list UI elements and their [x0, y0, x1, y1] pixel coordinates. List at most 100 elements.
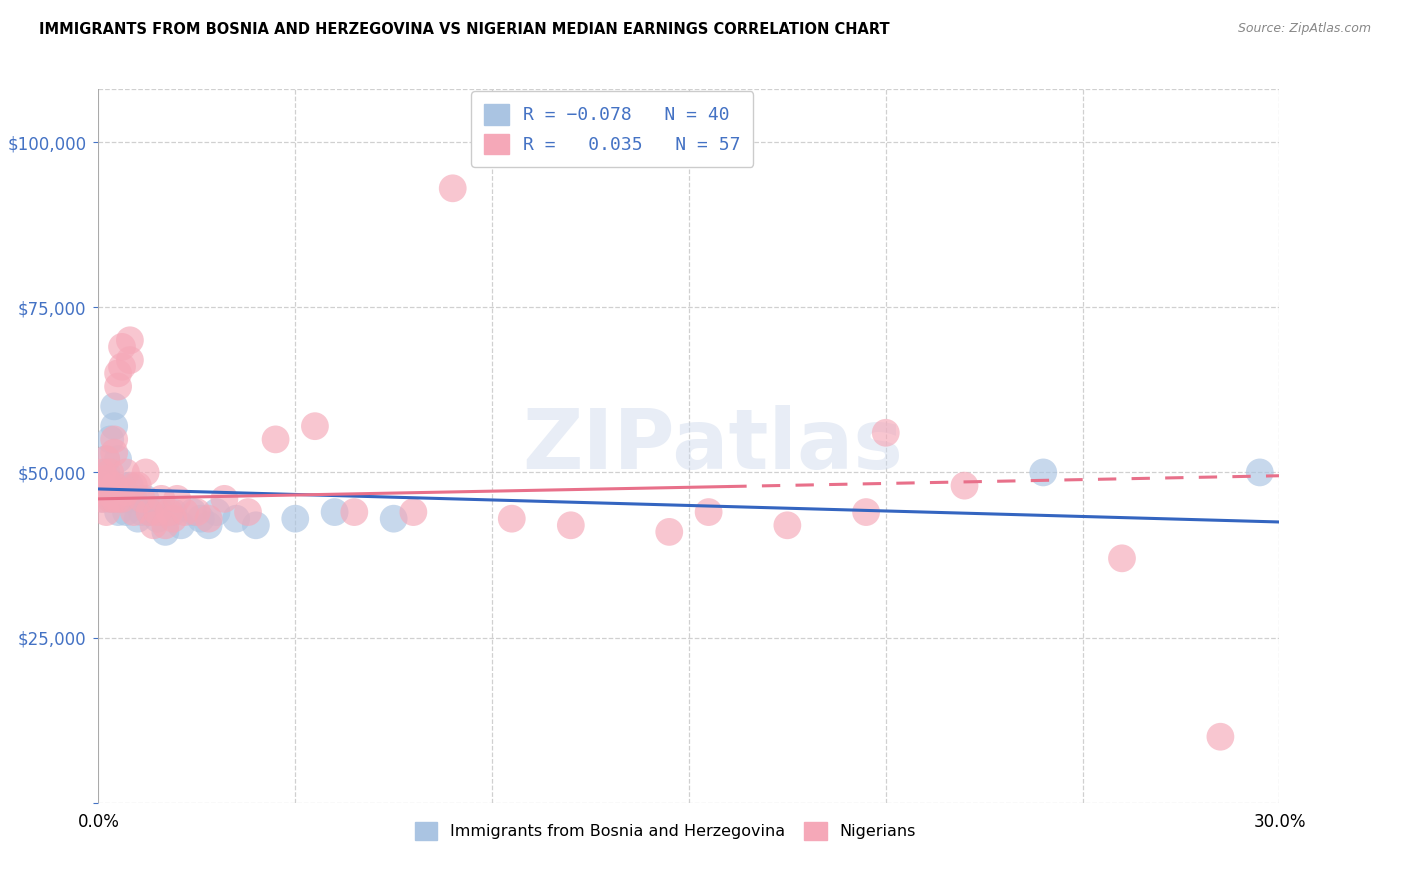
- Point: [127, 478, 149, 492]
- Point: [138, 505, 160, 519]
- Point: [91, 491, 114, 506]
- Text: IMMIGRANTS FROM BOSNIA AND HERZEGOVINA VS NIGERIAN MEDIAN EARNINGS CORRELATION C: IMMIGRANTS FROM BOSNIA AND HERZEGOVINA V…: [39, 22, 890, 37]
- Point: [91, 491, 114, 506]
- Point: [953, 478, 976, 492]
- Point: [155, 524, 177, 539]
- Point: [697, 505, 720, 519]
- Point: [174, 505, 197, 519]
- Point: [91, 466, 114, 480]
- Point: [190, 511, 212, 525]
- Point: [304, 419, 326, 434]
- Point: [96, 505, 118, 519]
- Point: [855, 505, 877, 519]
- Point: [103, 419, 125, 434]
- Point: [186, 505, 208, 519]
- Point: [343, 505, 366, 519]
- Point: [91, 478, 114, 492]
- Point: [1209, 730, 1232, 744]
- Point: [115, 491, 138, 506]
- Point: [118, 333, 141, 347]
- Point: [170, 518, 193, 533]
- Point: [96, 472, 118, 486]
- Point: [166, 491, 188, 506]
- Text: Source: ZipAtlas.com: Source: ZipAtlas.com: [1237, 22, 1371, 36]
- Point: [264, 433, 287, 447]
- Point: [98, 491, 121, 506]
- Point: [135, 491, 157, 506]
- Point: [107, 452, 129, 467]
- Point: [402, 505, 425, 519]
- Point: [138, 505, 160, 519]
- Point: [98, 491, 121, 506]
- Point: [98, 485, 121, 500]
- Point: [122, 478, 145, 492]
- Point: [98, 478, 121, 492]
- Point: [107, 505, 129, 519]
- Point: [1111, 551, 1133, 566]
- Point: [162, 511, 184, 525]
- Point: [150, 491, 173, 506]
- Legend: Immigrants from Bosnia and Herzegovina, Nigerians: Immigrants from Bosnia and Herzegovina, …: [406, 814, 924, 848]
- Point: [115, 505, 138, 519]
- Text: ZIPatlas: ZIPatlas: [522, 406, 903, 486]
- Point: [658, 524, 681, 539]
- Point: [501, 511, 523, 525]
- Point: [875, 425, 897, 440]
- Point: [155, 518, 177, 533]
- Point: [98, 433, 121, 447]
- Point: [441, 181, 464, 195]
- Point: [115, 466, 138, 480]
- Point: [1249, 466, 1271, 480]
- Point: [118, 478, 141, 492]
- Point: [107, 379, 129, 393]
- Point: [214, 491, 236, 506]
- Point: [98, 466, 121, 480]
- Point: [776, 518, 799, 533]
- Point: [103, 478, 125, 492]
- Point: [103, 433, 125, 447]
- Point: [146, 505, 169, 519]
- Point: [181, 505, 204, 519]
- Point: [96, 485, 118, 500]
- Point: [96, 466, 118, 480]
- Point: [111, 491, 134, 506]
- Point: [225, 511, 247, 525]
- Point: [91, 478, 114, 492]
- Point: [131, 505, 153, 519]
- Point: [107, 485, 129, 500]
- Point: [323, 505, 346, 519]
- Point: [127, 511, 149, 525]
- Point: [122, 491, 145, 506]
- Point: [122, 505, 145, 519]
- Point: [118, 353, 141, 368]
- Point: [284, 511, 307, 525]
- Point: [103, 478, 125, 492]
- Point: [162, 505, 184, 519]
- Point: [157, 505, 180, 519]
- Point: [96, 485, 118, 500]
- Point: [382, 511, 405, 525]
- Point: [111, 478, 134, 492]
- Point: [197, 518, 219, 533]
- Point: [197, 511, 219, 525]
- Point: [115, 485, 138, 500]
- Point: [150, 505, 173, 519]
- Point: [1032, 466, 1054, 480]
- Point: [560, 518, 582, 533]
- Point: [111, 340, 134, 354]
- Point: [142, 518, 165, 533]
- Point: [131, 491, 153, 506]
- Point: [107, 367, 129, 381]
- Point: [245, 518, 267, 533]
- Point: [103, 445, 125, 459]
- Point: [103, 400, 125, 414]
- Point: [205, 505, 228, 519]
- Point: [96, 452, 118, 467]
- Point: [96, 452, 118, 467]
- Point: [236, 505, 259, 519]
- Point: [103, 491, 125, 506]
- Point: [146, 511, 169, 525]
- Point: [107, 491, 129, 506]
- Point: [135, 466, 157, 480]
- Point: [111, 491, 134, 506]
